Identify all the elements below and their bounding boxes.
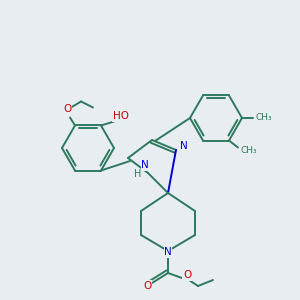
Text: O: O bbox=[63, 104, 71, 115]
Text: HO: HO bbox=[113, 112, 129, 122]
Text: CH₃: CH₃ bbox=[256, 113, 272, 122]
Text: N: N bbox=[164, 247, 172, 257]
Text: H: H bbox=[134, 169, 142, 179]
Text: O: O bbox=[183, 270, 191, 280]
Text: N: N bbox=[141, 160, 149, 170]
Text: N: N bbox=[180, 141, 188, 151]
Text: CH₃: CH₃ bbox=[241, 146, 257, 155]
Text: O: O bbox=[143, 281, 151, 291]
